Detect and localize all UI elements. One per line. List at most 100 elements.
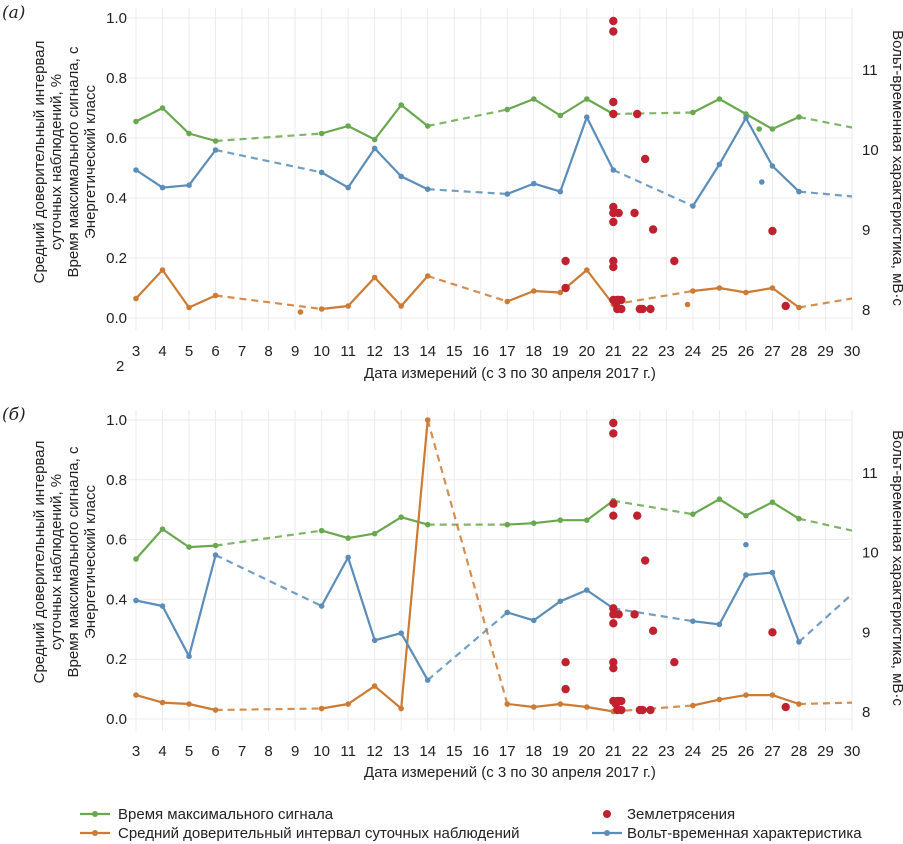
x-tick-label: 18: [525, 343, 542, 360]
orange-series-dashed-segment: [798, 297, 853, 309]
earthquake-point: [630, 610, 639, 619]
earthquake-point: [613, 705, 622, 715]
earthquake-point: [609, 202, 618, 212]
green-series-point: [796, 515, 802, 522]
x-tick-label: 29: [817, 743, 834, 760]
panel-b: 3 4 5 6 7 8 9 10 11 12 13 14 15 16 17 18 19 20 21 22 23 24 25 2…: [2, 405, 903, 781]
green-series-point: [530, 520, 537, 526]
green-series-point: [716, 96, 723, 102]
green-series-point: [424, 123, 431, 129]
blue-series-point: [212, 147, 219, 153]
panel-a-x-axis-label: Дата измерений (с 3 по 30 апреля 2017 г.…: [364, 365, 656, 382]
green-series-point: [186, 544, 192, 550]
blue-series-point: [530, 617, 537, 624]
earthquake-point: [630, 208, 639, 218]
green-series-point: [318, 130, 325, 137]
legend-label-blue: Вольт-временная характеристика: [627, 825, 862, 842]
green-series-point: [769, 126, 776, 132]
earthquake-point: [646, 304, 655, 314]
legend-label-orange: Средний доверительный интервал суточных …: [118, 825, 520, 842]
x-tick-label: 21: [605, 743, 622, 760]
earthquake-point: [614, 610, 623, 619]
y-left-tick-label: 0.6: [106, 532, 127, 549]
x-tick-label: 16: [472, 743, 489, 760]
y-left-tick-label: 0.0: [106, 310, 127, 327]
panel-a-x-ticks: 3 4 5 6 7 8 9 10 11 12 13 14 15 16 17 18 19 20 21 22 23 24 25 2…: [132, 343, 861, 360]
x-tick-label: 15: [446, 743, 463, 760]
earthquake-point: [613, 304, 622, 314]
blue-series-dashed-segment: [215, 554, 323, 607]
x-tick-label: 30: [844, 743, 861, 760]
earthquake-point: [648, 225, 658, 234]
panel-b-points: [133, 417, 802, 715]
x-tick-label: 30: [844, 343, 861, 360]
orange-series-point: [530, 288, 537, 294]
earthquake-point: [609, 663, 618, 673]
blue-series-point: [318, 603, 325, 609]
blue-series-point: [424, 186, 431, 192]
legend-marker-orange: [92, 830, 98, 836]
blue-series-dashed-segment: [612, 168, 694, 208]
green-series-point: [557, 112, 564, 119]
x-tick-label: 17: [499, 343, 516, 360]
y-right-tick-label: 8: [862, 704, 870, 721]
y-left-tick-label: 0.8: [106, 70, 127, 87]
green-series-point: [345, 123, 351, 129]
earthquake-point: [609, 97, 618, 107]
panel-a-yl-line-4: Энергетический класс: [82, 85, 99, 239]
blue-series-point: [743, 572, 749, 578]
blue-series-solid-segment: [135, 149, 217, 189]
orange-series-point: [796, 701, 802, 707]
panel-a-label: (а): [2, 3, 25, 23]
green-series-point: [133, 556, 139, 562]
blue-series-isolated-point: [759, 179, 765, 185]
orange-series-solid-segment: [135, 268, 217, 309]
y-right-tick-label: 10: [862, 142, 879, 159]
earthquake-point: [609, 217, 618, 227]
x-tick-label: 23: [658, 743, 675, 760]
green-series-point: [318, 527, 325, 534]
orange-series-point: [557, 289, 564, 296]
blue-series-point: [186, 182, 192, 188]
x-tick-label: 20: [578, 743, 595, 760]
blue-series-point: [530, 180, 537, 187]
panel-b-x-axis-label: Дата измерений (с 3 по 30 апреля 2017 г.…: [364, 764, 656, 781]
legend-label-red: Землетрясения: [627, 806, 735, 823]
x-tick-label: 8: [264, 743, 272, 760]
green-series-point: [371, 136, 378, 143]
green-series-dashed-segment: [215, 132, 322, 143]
x-tick-label: 4: [158, 743, 166, 760]
earthquake-point: [561, 256, 570, 266]
blue-series-point: [504, 609, 511, 616]
earthquake-point: [646, 705, 655, 715]
orange-series-point: [398, 705, 404, 712]
x-tick-label: 24: [685, 743, 702, 760]
earthquake-point: [609, 418, 618, 428]
orange-series-point: [796, 304, 802, 311]
earthquake-point: [640, 556, 650, 565]
orange-series-point: [159, 267, 166, 273]
orange-series-point: [743, 692, 749, 698]
green-series-point: [212, 138, 219, 144]
earthquake-point: [648, 626, 658, 635]
legend-item-red: Землетрясения: [603, 806, 735, 823]
y-left-tick-label: 0.2: [106, 250, 127, 267]
earthquake-point: [781, 301, 790, 311]
svg-text:Вольт-временная характеристика: Вольт-временная характеристика, мВ·с: [889, 30, 903, 306]
blue-series-point: [345, 184, 351, 191]
panel-a-y-right-label: Вольт-временная характеристика, мВ·с: [889, 30, 903, 306]
legend: Время максимального сигнала Средний дове…: [80, 806, 862, 842]
blue-series-point: [398, 173, 404, 180]
y-left-tick-label: 1.0: [106, 412, 127, 429]
green-series-point: [716, 496, 723, 503]
x-tick-label: 23: [658, 343, 675, 360]
orange-series-dashed-segment: [798, 701, 853, 706]
green-series-dashed-segment: [798, 115, 853, 129]
x-tick-label: 27: [764, 343, 781, 360]
orange-series-point: [159, 699, 166, 706]
green-series-point: [530, 96, 537, 102]
orange-series-solid-segment: [135, 694, 216, 712]
y-left-tick-label: 0.4: [106, 190, 127, 207]
green-series-point: [743, 512, 749, 519]
x-tick-label: 27: [764, 743, 781, 760]
